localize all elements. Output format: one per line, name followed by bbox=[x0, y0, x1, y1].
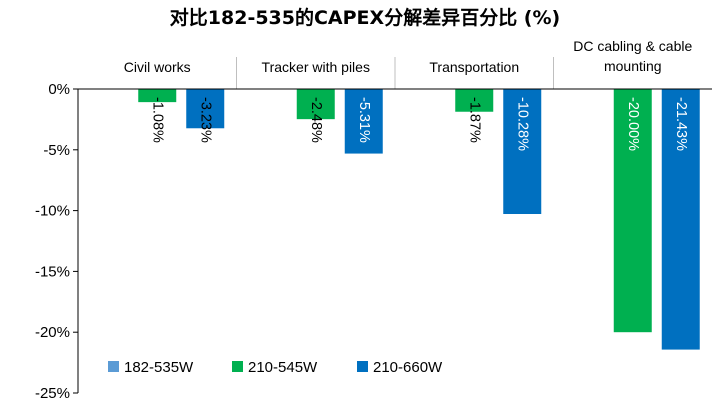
y-tick-label: -25% bbox=[35, 385, 70, 402]
legend-label: 210-545W bbox=[248, 359, 318, 376]
legend-swatch bbox=[108, 361, 119, 372]
data-label: -21.43% bbox=[673, 97, 689, 151]
data-label: -1.08% bbox=[149, 97, 165, 143]
y-tick-label: -15% bbox=[35, 263, 70, 280]
data-label: -3.23% bbox=[197, 97, 213, 143]
bar bbox=[186, 89, 225, 129]
y-tick-label: -20% bbox=[35, 324, 70, 341]
data-labels: -1.08% -2.48% -1.87% -20.00% -3.23% -5.31% -10… bbox=[149, 97, 689, 151]
legend-swatch bbox=[357, 361, 368, 372]
y-tick-label: -5% bbox=[43, 142, 70, 159]
data-label: -20.00% bbox=[625, 97, 641, 151]
y-axis: 0% -5% -10% -15% -20% -25% bbox=[35, 81, 712, 402]
bar bbox=[296, 89, 335, 120]
category-label: Civil works bbox=[124, 59, 191, 75]
bar bbox=[613, 89, 652, 333]
legend-label: 182-535W bbox=[124, 359, 194, 376]
data-label: -10.28% bbox=[514, 97, 530, 151]
data-label: -2.48% bbox=[308, 97, 324, 143]
data-label: -5.31% bbox=[356, 97, 372, 143]
bar bbox=[344, 89, 383, 154]
category-label: Tracker with piles bbox=[262, 59, 370, 75]
bars bbox=[138, 89, 700, 350]
category-label: Transportation bbox=[429, 59, 519, 75]
bar bbox=[503, 89, 542, 215]
category-label: DC cabling & cable bbox=[573, 38, 692, 54]
category-separators bbox=[236, 57, 554, 89]
bar bbox=[455, 89, 494, 112]
chart-title: 对比182-535的CAPEX分解差异百分比 (%) bbox=[170, 6, 560, 29]
data-label: -1.87% bbox=[466, 97, 482, 143]
bar bbox=[138, 89, 177, 103]
bar bbox=[661, 89, 700, 350]
y-tick-label: 0% bbox=[48, 81, 70, 98]
legend-swatch bbox=[232, 361, 243, 372]
y-tick-label: -10% bbox=[35, 203, 70, 220]
legend: 182-535W 210-545W 210-660W bbox=[108, 359, 443, 376]
category-labels: Civil works Tracker with piles Transportat… bbox=[124, 38, 693, 75]
legend-label: 210-660W bbox=[373, 359, 443, 376]
category-label: mounting bbox=[604, 58, 662, 74]
